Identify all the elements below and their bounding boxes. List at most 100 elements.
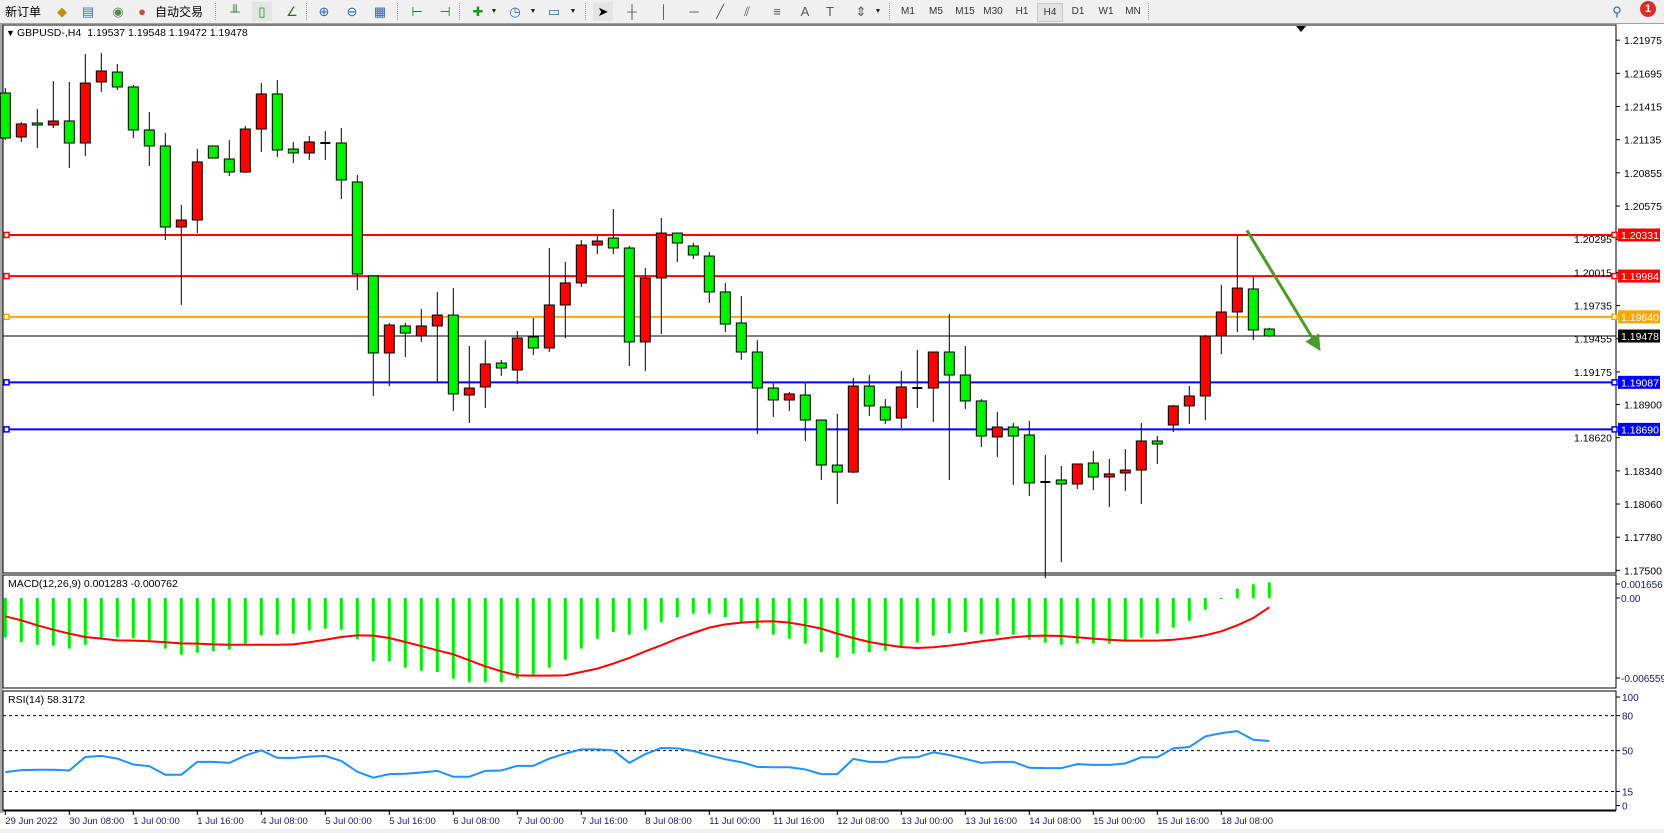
candle[interactable] (191, 149, 203, 234)
candle[interactable] (143, 111, 155, 166)
candle[interactable] (1199, 334, 1211, 421)
candle[interactable] (271, 79, 283, 157)
candle[interactable] (735, 295, 747, 360)
trendline-icon[interactable]: ╱ (716, 3, 724, 19)
candle[interactable] (975, 399, 987, 448)
candle[interactable] (1119, 449, 1131, 491)
candle[interactable] (463, 345, 475, 423)
candle[interactable] (15, 122, 27, 142)
candle[interactable] (1151, 436, 1163, 464)
zoom-in-icon[interactable]: ⊕ (318, 3, 330, 19)
periods-dropdown-icon[interactable]: ▼ (529, 8, 537, 15)
candle[interactable] (943, 313, 955, 480)
timeframe-m1[interactable]: M1 (901, 6, 915, 17)
notification-badge[interactable]: 1 (1640, 1, 1656, 17)
candle[interactable] (607, 209, 619, 255)
candle[interactable] (767, 382, 779, 417)
candle[interactable] (1135, 422, 1147, 505)
candle[interactable] (847, 377, 859, 473)
candle[interactable] (1055, 465, 1067, 563)
main-pane[interactable] (2, 24, 1617, 574)
candle[interactable] (79, 54, 91, 157)
candle[interactable] (1087, 450, 1099, 491)
candle[interactable] (511, 331, 523, 385)
text-icon[interactable]: A (800, 4, 810, 19)
auto-trading-icon[interactable]: ● (138, 4, 146, 19)
line-anchor-handle[interactable] (1611, 426, 1618, 433)
candle[interactable] (623, 245, 635, 366)
candle[interactable] (591, 236, 603, 255)
candle[interactable] (655, 218, 667, 335)
candle[interactable] (527, 318, 539, 355)
fibonacci-icon[interactable]: ≡ (773, 4, 781, 19)
candle[interactable] (719, 282, 731, 332)
horizontal-line-icon[interactable]: ─ (689, 4, 699, 19)
autoscroll-icon[interactable]: ⊣ (439, 3, 451, 19)
candle[interactable] (799, 381, 811, 441)
templates-dropdown-icon[interactable]: ▼ (569, 8, 577, 15)
chart-shift-icon[interactable]: ⊢ (411, 3, 423, 19)
candle[interactable] (1167, 404, 1179, 432)
candle[interactable] (991, 411, 1003, 457)
line-chart-icon[interactable]: ∠ (286, 3, 298, 19)
candle[interactable] (559, 261, 571, 339)
candle[interactable] (159, 133, 171, 241)
line-anchor-handle[interactable] (1611, 231, 1618, 239)
search-icon[interactable]: ⚲ (1612, 3, 1622, 19)
new-chart-icon[interactable]: ✚ (472, 3, 484, 19)
periods-icon[interactable]: ◷ (509, 3, 521, 19)
candle[interactable] (1215, 284, 1227, 355)
candle[interactable] (0, 88, 11, 141)
candle[interactable] (912, 350, 923, 408)
candle[interactable] (415, 309, 427, 342)
candle[interactable] (479, 340, 491, 408)
candle[interactable] (1103, 459, 1115, 507)
rsi-pane[interactable]: RSI(14) 58.3172 100 80 50 15 0 (2, 690, 1639, 813)
timeframe-m30[interactable]: M30 (983, 6, 1003, 17)
timeframe-w1[interactable]: W1 (1098, 6, 1114, 17)
candle[interactable] (543, 247, 555, 353)
candle[interactable] (383, 322, 395, 387)
timeframe-h1[interactable]: H1 (1015, 6, 1029, 17)
tile-windows-icon[interactable]: ▦ (373, 3, 387, 19)
line-anchor-handle[interactable] (1611, 313, 1618, 321)
candle[interactable] (639, 268, 651, 371)
timeframe-d1[interactable]: D1 (1071, 6, 1085, 17)
line-anchor-handle[interactable] (3, 231, 10, 239)
chart-shift-marker-icon[interactable] (1296, 26, 1306, 32)
crosshair-icon[interactable]: ┼ (627, 4, 637, 19)
templates-icon[interactable]: ▭ (547, 3, 561, 19)
candle[interactable] (1071, 463, 1083, 489)
candle[interactable] (223, 140, 235, 176)
candle[interactable] (207, 145, 219, 159)
candle[interactable] (431, 291, 443, 382)
vertical-line-icon[interactable]: │ (659, 4, 669, 19)
candle[interactable] (31, 109, 43, 148)
candle[interactable] (320, 131, 331, 160)
line-anchor-handle[interactable] (3, 272, 10, 280)
arrows-icon[interactable]: ⇕ (855, 3, 867, 19)
candle[interactable] (1263, 327, 1275, 337)
candle[interactable] (287, 141, 299, 164)
candle[interactable] (879, 399, 891, 424)
macd-pane[interactable]: MACD(12,26,9) 0.001283 -0.000762 0.00165… (2, 574, 1664, 689)
candle[interactable] (351, 175, 363, 291)
candle[interactable] (751, 340, 763, 435)
candle[interactable] (671, 232, 683, 262)
cursor-icon[interactable]: ➤ (593, 2, 613, 21)
candle[interactable] (367, 275, 379, 396)
candle[interactable] (687, 243, 699, 260)
orders-icon[interactable]: ◆ (57, 3, 67, 19)
bar-chart-icon[interactable]: ╨ (230, 4, 240, 19)
candle[interactable] (447, 288, 459, 412)
candle[interactable] (303, 136, 315, 160)
candle[interactable] (1231, 236, 1243, 332)
candle[interactable] (895, 370, 907, 428)
candle[interactable] (703, 252, 715, 303)
arrows-dropdown-icon[interactable]: ▼ (874, 8, 882, 15)
line-anchor-handle[interactable] (3, 313, 10, 321)
candle[interactable] (815, 419, 827, 480)
candle[interactable] (575, 240, 587, 287)
auto-trading-button[interactable]: 自动交易 (150, 2, 208, 21)
